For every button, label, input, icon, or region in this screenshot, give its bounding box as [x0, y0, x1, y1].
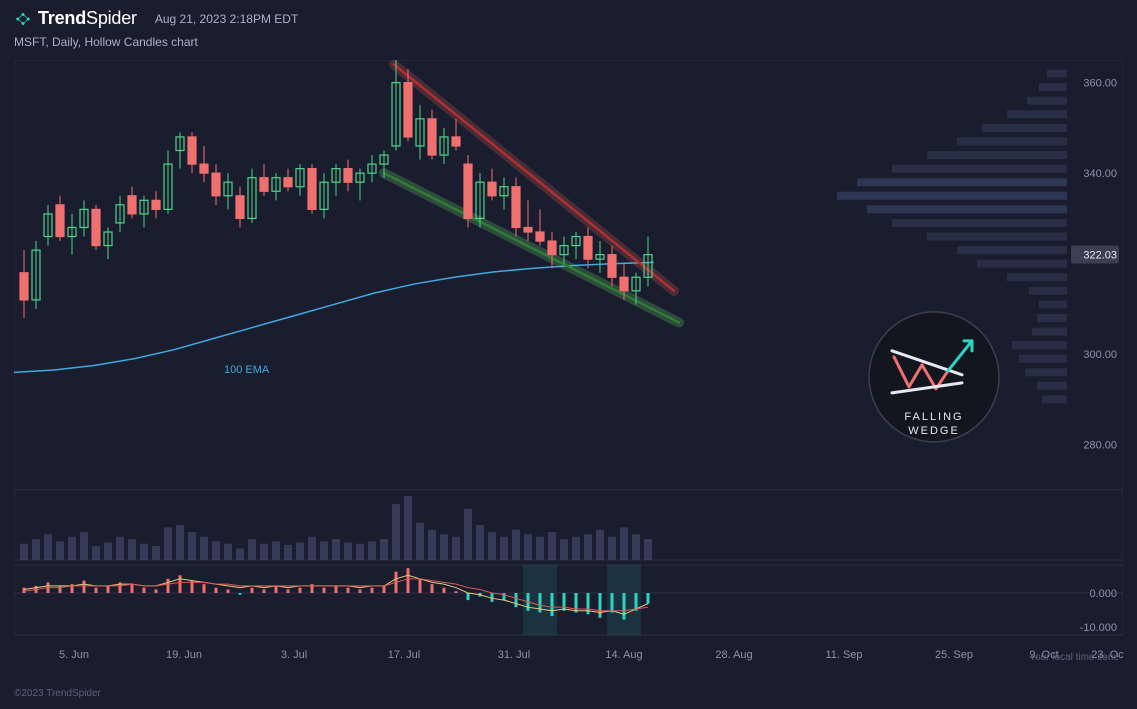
svg-text:WEDGE: WEDGE [908, 425, 960, 437]
svg-text:14. Aug: 14. Aug [605, 649, 642, 661]
svg-text:11. Sep: 11. Sep [825, 649, 862, 661]
svg-text:28. Aug: 28. Aug [715, 649, 752, 661]
svg-text:280.00: 280.00 [1083, 440, 1117, 452]
svg-text:360.00: 360.00 [1083, 78, 1117, 90]
svg-text:-10.000: -10.000 [1080, 622, 1117, 634]
svg-text:FALLING: FALLING [904, 411, 963, 423]
header: TrendSpider Aug 21, 2023 2:18PM EDT [0, 0, 1137, 33]
chart-timestamp: Aug 21, 2023 2:18PM EDT [155, 12, 298, 26]
svg-text:17. Jul: 17. Jul [388, 649, 420, 661]
svg-text:3. Jul: 3. Jul [281, 649, 307, 661]
brand-logo: TrendSpider [14, 8, 137, 29]
svg-text:0.000: 0.000 [1089, 588, 1117, 600]
chart-canvas[interactable]: 280.00 300.00 340.00 360.00 322.03 100 EMA 0.0… [14, 60, 1123, 669]
logo-icon [14, 10, 32, 28]
copyright: ©2023 TrendSpider [14, 688, 101, 699]
brand-name: TrendSpider [38, 8, 137, 29]
chart-svg: 280.00 300.00 340.00 360.00 322.03 100 EMA 0.0… [14, 60, 1123, 669]
timezone-note: Your local time zone [1029, 652, 1119, 663]
svg-text:19. Jun: 19. Jun [166, 649, 202, 661]
svg-text:25. Sep: 25. Sep [935, 649, 973, 661]
svg-text:31. Jul: 31. Jul [498, 649, 530, 661]
svg-text:5. Jun: 5. Jun [59, 649, 89, 661]
svg-text:300.00: 300.00 [1083, 349, 1117, 361]
svg-text:322.03: 322.03 [1083, 249, 1117, 261]
svg-text:340.00: 340.00 [1083, 168, 1117, 180]
svg-text:100 EMA: 100 EMA [224, 364, 270, 376]
chart-subtitle: MSFT, Daily, Hollow Candles chart [0, 33, 1137, 55]
